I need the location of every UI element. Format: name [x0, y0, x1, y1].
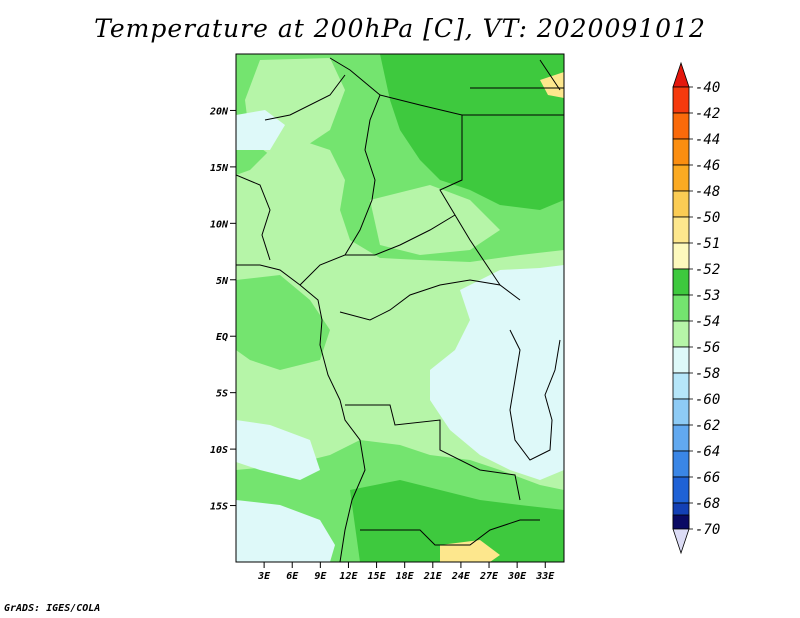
lon-tick-label: 21E [423, 571, 443, 582]
lon-tick-label: 24E [451, 571, 471, 582]
colorbar-label: -64 [695, 444, 720, 460]
colorbar-swatch [672, 190, 690, 218]
lon-tick-label: 30E [507, 571, 527, 582]
lon-tick-label: 3E [257, 571, 271, 582]
colorbar-swatch [672, 398, 690, 426]
border-car [345, 214, 456, 256]
lat-tick-label: 15N [210, 163, 229, 174]
field-region-56-angola-coast [236, 500, 335, 562]
colorbar-swatch [672, 372, 690, 400]
colorbar-label: -42 [695, 106, 720, 122]
field-region-53-west [236, 275, 330, 370]
colorbar-label: -44 [695, 132, 720, 148]
field-region-56-northwest [236, 110, 285, 150]
field-region-52-northeast [380, 54, 564, 210]
lat-tick-label: 5N [216, 276, 229, 287]
lon-tick-label: 6E [286, 571, 299, 582]
colorbar-label: -62 [695, 418, 720, 434]
grads-credit: GrADS: IGES/COLA [4, 603, 101, 614]
colorbar-label: -51 [695, 236, 720, 252]
lon-axis: 3E 6E 9E 12E 15E 18E 21E 24E 27E 30E 33E [257, 562, 555, 582]
map-title: Temperature at 200hPa [C], VT: 202009101… [94, 14, 706, 43]
colorbar-top-arrow [672, 61, 690, 88]
colorbar-swatch [672, 424, 690, 452]
colorbar-label: -53 [695, 288, 720, 304]
colorbar-label: -52 [695, 262, 720, 278]
colorbar-swatch [672, 268, 690, 296]
temperature-field [236, 54, 564, 562]
boundaries [236, 57, 564, 562]
colorbar-swatch [672, 346, 690, 374]
lon-tick-label: 33E [535, 571, 555, 582]
colorbar-label: -70 [695, 522, 720, 538]
colorbar-label: -60 [695, 392, 720, 408]
colorbar-swatch [672, 476, 690, 504]
colorbar-swatch [672, 294, 690, 322]
border-congo [339, 279, 521, 321]
lon-tick-label: 27E [479, 571, 499, 582]
border-drc-angola [345, 404, 521, 501]
colorbar-swatch [672, 86, 690, 114]
colorbar: -40 -42 -44 -46 -48 -50 -51 -52 -53 -54 -56 -58 -60 -… [672, 61, 720, 555]
field-region-52-south [350, 480, 564, 562]
colorbar-swatch [672, 112, 690, 140]
colorbar-label: -54 [695, 314, 720, 330]
border-nigeria-cameroon [299, 57, 381, 286]
map-frame [235, 53, 565, 563]
lat-tick-label: 10N [210, 219, 229, 230]
colorbar-bottom-arrow [672, 528, 690, 555]
colorbar-swatch [672, 450, 690, 478]
colorbar-swatch [672, 320, 690, 348]
field-region-56-east [430, 265, 564, 480]
lon-tick-label: 18E [396, 571, 415, 582]
border-southern [360, 519, 540, 546]
border-east [462, 59, 564, 116]
colorbar-label: -50 [695, 210, 720, 226]
lat-tick-label: 15S [210, 502, 228, 513]
colorbar-label: -46 [695, 158, 720, 174]
colorbar-label: -58 [695, 366, 720, 382]
colorbar-label: -40 [695, 80, 720, 96]
lat-axis: 20N 15N 10N 5N EQ 5S 10S 15S [209, 106, 236, 513]
field-region-54-chad [370, 185, 500, 255]
lat-tick-label: 5S [216, 389, 228, 400]
border-chad-sudan [379, 94, 501, 286]
lat-tick-label: 10S [210, 445, 228, 456]
field-region-56-southwest [236, 420, 320, 480]
border-west-sahel [236, 74, 346, 261]
field-region-50-northeast [540, 72, 564, 98]
colorbar-label: -66 [695, 470, 720, 486]
colorbar-swatch [672, 242, 690, 270]
colorbar-swatch [672, 138, 690, 166]
colorbar-swatch [672, 164, 690, 192]
border-lakes [509, 329, 561, 461]
lon-tick-label: 9E [314, 571, 327, 582]
coastline-west-africa [236, 264, 366, 562]
colorbar-label: -68 [695, 496, 720, 512]
lon-tick-label: 15E [368, 571, 387, 582]
lon-tick-label: 12E [339, 571, 358, 582]
lat-tick-label: EQ [216, 332, 228, 343]
lat-tick-label: 20N [209, 106, 229, 117]
colorbar-swatch [672, 216, 690, 244]
colorbar-bottom-swatch [672, 514, 690, 530]
colorbar-label: -56 [695, 340, 720, 356]
colorbar-label: -48 [695, 184, 720, 200]
